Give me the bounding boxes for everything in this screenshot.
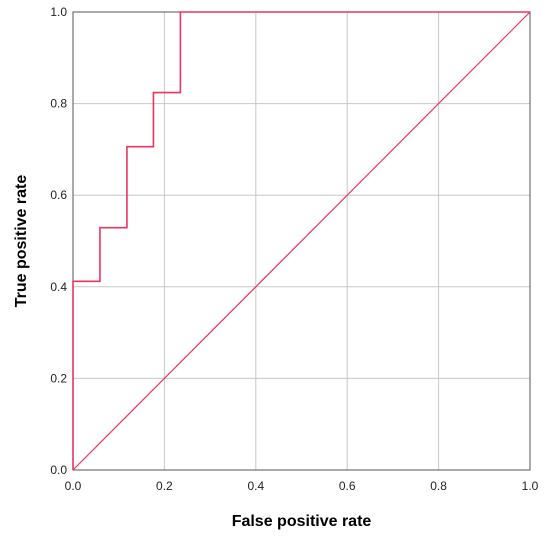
x-tick-label: 0.2 [156,479,173,493]
roc-curve-line [72,11,530,470]
x-tick-label: 0.8 [430,479,447,493]
x-tick-label: 0.0 [65,479,82,493]
y-tick-label: 0.8 [50,97,67,111]
y-tick-label: 0.2 [50,371,67,385]
reference-diagonal-line [72,11,531,471]
x-tick-label: 0.4 [247,479,264,493]
series-group [72,11,531,471]
y-tick-labels: 0.0 0.2 0.4 0.6 0.8 1.0 [50,5,67,477]
x-tick-label: 0.6 [339,479,356,493]
x-axis-label: False positive rate [232,513,372,530]
y-tick-label: 0.0 [50,463,67,477]
y-tick-label: 1.0 [50,5,67,19]
x-tick-labels: 0.0 0.2 0.4 0.6 0.8 1.0 [65,479,539,493]
y-tick-label: 0.4 [50,280,67,294]
y-axis-label: True positive rate [13,175,30,308]
x-tick-label: 1.0 [522,479,539,493]
y-tick-label: 0.6 [50,188,67,202]
